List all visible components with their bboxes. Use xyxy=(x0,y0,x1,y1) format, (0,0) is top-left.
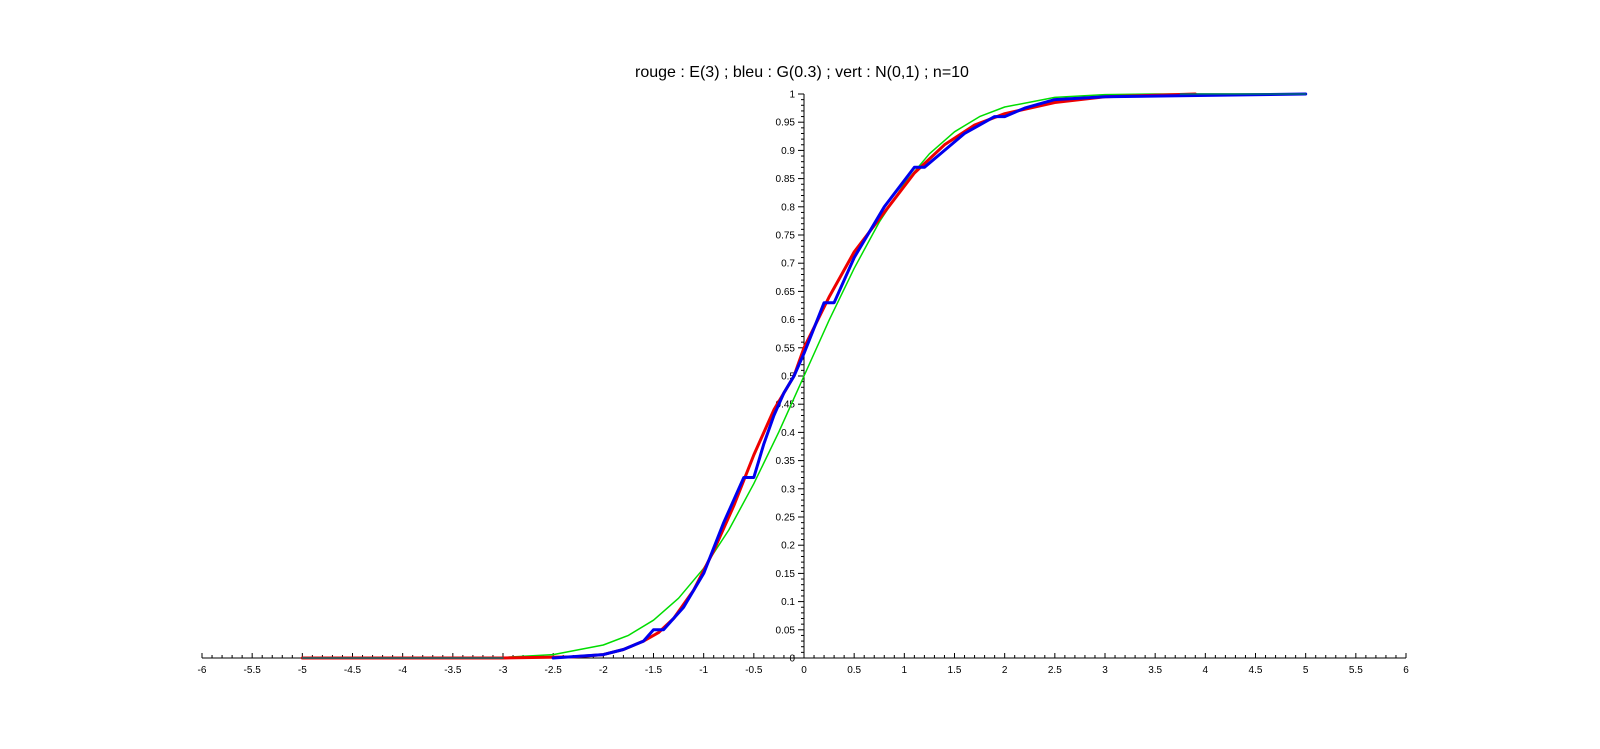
y-tick-label: 0.2 xyxy=(781,541,795,552)
x-tick-label: 2.5 xyxy=(1048,665,1062,676)
y-tick-label: 0.05 xyxy=(776,625,796,636)
y-tick-label: 0.3 xyxy=(781,484,795,495)
series-line-0 xyxy=(301,93,1307,659)
y-tick-label: 0.25 xyxy=(776,513,796,524)
x-tick-label: 2 xyxy=(1002,665,1008,676)
x-tick-label: -3.5 xyxy=(444,665,462,676)
y-tick-label: 0.95 xyxy=(776,118,796,129)
x-tick-label: 1.5 xyxy=(948,665,962,676)
y-tick-label: 0.75 xyxy=(776,231,796,242)
y-tick-label: 1 xyxy=(789,90,795,101)
x-tick-label: 4.5 xyxy=(1249,665,1263,676)
y-tick-label: 0.55 xyxy=(776,343,796,354)
x-tick-label: -2 xyxy=(599,665,608,676)
y-tick-label: 0.85 xyxy=(776,174,796,185)
y-tick-label: 0.4 xyxy=(781,428,795,439)
series-line-2 xyxy=(551,92,1308,660)
y-tick-label: 0.15 xyxy=(776,569,796,580)
x-tick-label: -2.5 xyxy=(545,665,563,676)
x-tick-label: 3.5 xyxy=(1148,665,1162,676)
series-layer xyxy=(300,92,1308,660)
y-tick-label: 0.7 xyxy=(781,259,795,270)
x-tick-label: 5 xyxy=(1303,665,1309,676)
x-tick-label: 4 xyxy=(1203,665,1209,676)
y-tick-label: 0.8 xyxy=(781,202,795,213)
x-tick-label: -1 xyxy=(699,665,708,676)
y-tick-label: 0.9 xyxy=(781,146,795,157)
y-tick-label: 0.6 xyxy=(781,315,795,326)
x-tick-label: -0.5 xyxy=(745,665,763,676)
y-tick-label: 0.5 xyxy=(781,372,795,383)
x-tick-label: -1.5 xyxy=(645,665,663,676)
x-tick-label: 0.5 xyxy=(847,665,861,676)
y-tick-label: 0.45 xyxy=(776,400,796,411)
axes: -6 -5.5 -5 -4.5 -4 -3.5 -3 -2.5 -2 -1.5 -1 -0.5 0 0.5… xyxy=(198,90,1410,677)
x-tick-label: -3 xyxy=(499,665,508,676)
x-tick-label: 5.5 xyxy=(1349,665,1363,676)
y-tick-label: 0.35 xyxy=(776,456,796,467)
series-line-1 xyxy=(300,92,1197,660)
x-tick-label: 3 xyxy=(1102,665,1108,676)
x-tick-label: -6 xyxy=(198,665,207,676)
chart-title: rouge : E(3) ; bleu : G(0.3) ; vert : N(… xyxy=(635,64,969,81)
x-tick-label: -4 xyxy=(398,665,407,676)
y-tick-label: 0.1 xyxy=(781,597,795,608)
x-tick-label: -5 xyxy=(298,665,307,676)
x-tick-label: -4.5 xyxy=(344,665,362,676)
x-tick-label: 1 xyxy=(902,665,908,676)
y-tick-label: 0 xyxy=(789,654,795,665)
x-tick-label: 6 xyxy=(1403,665,1409,676)
x-tick-label: -5.5 xyxy=(244,665,262,676)
x-tick-label: 0 xyxy=(801,665,807,676)
y-tick-label: 0.65 xyxy=(776,287,796,298)
